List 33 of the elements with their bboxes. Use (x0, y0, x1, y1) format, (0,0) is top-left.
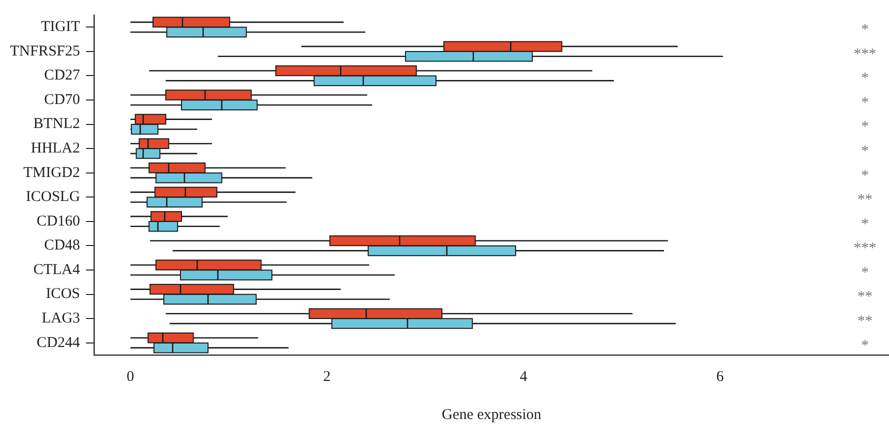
annotation: * (861, 216, 869, 232)
x-tick-label: 0 (126, 368, 134, 385)
annotation: * (861, 144, 869, 160)
y-tick-label: LAG3 (42, 310, 80, 327)
annotation: ** (858, 192, 872, 208)
annotation: * (861, 168, 869, 184)
y-tick-label: CTLA4 (33, 262, 81, 278)
annotation: *** (854, 240, 876, 257)
y-tick-label: TIGIT (40, 19, 80, 36)
annotation: * (861, 94, 869, 111)
y-tick-label: BTNL2 (33, 116, 80, 132)
y-tick-label: ICOS (46, 286, 80, 302)
x-tick-label: 6 (716, 368, 724, 385)
annotation: ** (858, 314, 872, 330)
y-tick-label: CD70 (44, 92, 80, 108)
annotation: *** (854, 46, 876, 62)
y-tick-label: TNFRSF25 (10, 43, 80, 60)
y-tick-label: CD160 (36, 213, 80, 230)
y-tick-label: CD27 (44, 68, 81, 84)
y-tick-label: TMIGD2 (23, 164, 80, 181)
annotation: * (861, 264, 869, 281)
annotation: * (861, 338, 869, 354)
y-tick-label: CD48 (44, 238, 80, 254)
annotation: ** (858, 289, 872, 306)
x-tick-label: 4 (520, 368, 528, 385)
annotation: * (861, 119, 869, 136)
x-tick-label: 2 (323, 368, 331, 385)
y-tick-label: HHLA2 (30, 140, 80, 157)
y-tick-label: ICOSLG (26, 189, 80, 206)
x-axis-title: Gene expression (442, 406, 542, 423)
y-tick-label: CD244 (36, 334, 81, 351)
annotation: * (861, 22, 869, 38)
annotation: * (861, 70, 869, 87)
